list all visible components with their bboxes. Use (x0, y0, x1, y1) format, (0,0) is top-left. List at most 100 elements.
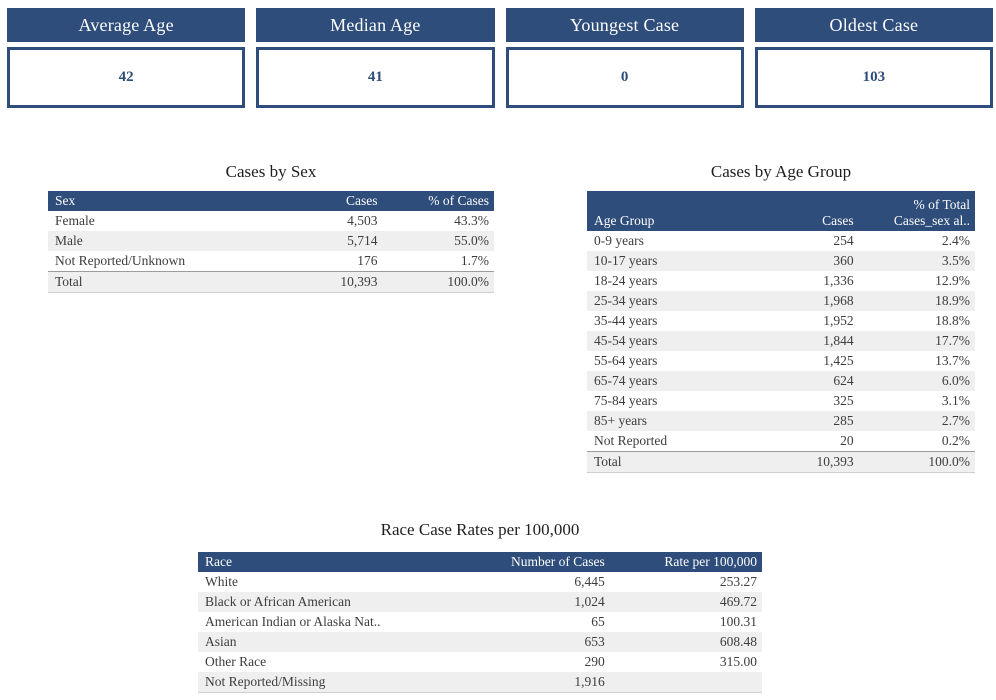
row-label[interactable]: 65-74 years (594, 373, 658, 388)
cell-value[interactable]: 608.48 (719, 634, 757, 649)
column-header: Age Group (587, 191, 774, 231)
table-row[interactable]: Not Reported/Unknown 176 1.7% (48, 251, 494, 272)
row-label[interactable]: Not Reported (594, 433, 668, 448)
cell-value[interactable]: 17.7% (935, 333, 970, 348)
cell-value[interactable]: 653 (584, 634, 605, 649)
cell-value[interactable]: 0.2% (941, 433, 970, 448)
cell-value[interactable]: 6,445 (574, 574, 605, 589)
cell-value[interactable]: 360 (833, 253, 854, 268)
table-row[interactable]: Other Race 290 315.00 (198, 652, 762, 672)
cell-value[interactable]: 254 (833, 233, 854, 248)
table-row[interactable]: Female 4,503 43.3% (48, 211, 494, 231)
column-header: Race (198, 552, 492, 572)
row-label[interactable]: 75-84 years (594, 393, 658, 408)
row-label[interactable]: 35-44 years (594, 313, 658, 328)
cell-value[interactable]: 1,336 (823, 273, 854, 288)
cell-value[interactable]: 1.7% (460, 253, 489, 268)
row-label[interactable]: Total (594, 454, 622, 469)
cell-value[interactable]: 100.31 (719, 614, 757, 629)
total-row[interactable]: Total 10,393 100.0% (587, 451, 975, 473)
cell-value[interactable]: 20 (840, 433, 854, 448)
cell-value[interactable]: 325 (833, 393, 854, 408)
table-row[interactable]: 25-34 years 1,968 18.9% (587, 291, 975, 311)
row-label[interactable]: Male (55, 233, 83, 248)
column-header: Rate per 100,000 (609, 552, 762, 572)
table-row[interactable]: 10-17 years 360 3.5% (587, 251, 975, 271)
cell-value[interactable]: 43.3% (454, 213, 489, 228)
cell-value[interactable]: 55.0% (454, 233, 489, 248)
row-label[interactable]: White (205, 574, 238, 589)
cell-value[interactable] (610, 672, 762, 693)
row-label[interactable]: 0-9 years (594, 233, 644, 248)
row-label[interactable]: Not Reported/Unknown (55, 253, 186, 268)
table-row[interactable]: White 6,445 253.27 (198, 572, 762, 592)
cell-value[interactable]: 5,714 (347, 233, 378, 248)
table-row[interactable]: 35-44 years 1,952 18.8% (587, 311, 975, 331)
cell-value[interactable]: 3.1% (941, 393, 970, 408)
table-row[interactable]: 65-74 years 624 6.0% (587, 371, 975, 391)
cell-value[interactable]: 12.9% (935, 273, 970, 288)
cell-value[interactable]: 18.8% (935, 313, 970, 328)
table-row[interactable]: Male 5,714 55.0% (48, 231, 494, 251)
cell-value[interactable]: 2.4% (941, 233, 970, 248)
cell-value[interactable]: 18.9% (935, 293, 970, 308)
race-case-rates-table: Race Number of Cases Rate per 100,000 Whit… (198, 552, 762, 693)
table-row[interactable]: American Indian or Alaska Nat.. 65 100.31 (198, 612, 762, 632)
cell-value[interactable]: 100.0% (928, 454, 970, 469)
table-row[interactable]: 55-64 years 1,425 13.7% (587, 351, 975, 371)
cell-value[interactable]: 1,024 (574, 594, 605, 609)
cell-value[interactable]: 624 (833, 373, 854, 388)
cell-value[interactable]: 290 (584, 654, 605, 669)
cell-value[interactable]: 285 (833, 413, 854, 428)
column-header: Number of Cases (491, 552, 610, 572)
row-label[interactable]: 18-24 years (594, 273, 658, 288)
table-row[interactable]: Asian 653 608.48 (198, 632, 762, 652)
cell-value[interactable]: 100.0% (447, 274, 489, 289)
row-label[interactable]: Total (55, 274, 83, 289)
kpi-card-value: 103 (754, 47, 993, 108)
cell-value[interactable]: 1,968 (823, 293, 854, 308)
row-label[interactable]: Female (55, 213, 95, 228)
cell-value[interactable]: 1,425 (823, 353, 854, 368)
cell-value[interactable]: 1,844 (823, 333, 854, 348)
cases-by-age-group-title: Cases by Age Group (710, 162, 852, 181)
cell-value[interactable]: 10,393 (340, 274, 378, 289)
cases-by-sex-title: Cases by Sex (225, 162, 317, 181)
cell-value[interactable]: 469.72 (719, 594, 757, 609)
table-row[interactable]: 18-24 years 1,336 12.9% (587, 271, 975, 291)
table-row[interactable]: 45-54 years 1,844 17.7% (587, 331, 975, 351)
row-label[interactable]: 55-64 years (594, 353, 658, 368)
table-row[interactable]: 0-9 years 254 2.4% (587, 231, 975, 251)
kpi-card-oldest-case: Oldest Case 103 (754, 8, 993, 108)
row-label[interactable]: 25-34 years (594, 293, 658, 308)
cell-value[interactable]: 176 (357, 253, 378, 268)
row-label[interactable]: Other Race (205, 654, 267, 669)
cell-value[interactable]: 10,393 (816, 454, 854, 469)
table-header-row: Race Number of Cases Rate per 100,000 (198, 552, 762, 572)
row-label[interactable]: Black or African American (205, 594, 351, 609)
cell-value[interactable]: 6.0% (941, 373, 970, 388)
table-row[interactable]: Not Reported 20 0.2% (587, 431, 975, 452)
cell-value[interactable]: 65 (591, 614, 605, 629)
cell-value[interactable]: 1,916 (574, 674, 605, 689)
cell-value[interactable]: 13.7% (935, 353, 970, 368)
table-row[interactable]: Not Reported/Missing 1,916 (198, 672, 762, 693)
cell-value[interactable]: 253.27 (719, 574, 757, 589)
race-case-rates-title: Race Case Rates per 100,000 (380, 520, 580, 539)
cell-value[interactable]: 315.00 (719, 654, 757, 669)
row-label[interactable]: 10-17 years (594, 253, 658, 268)
row-label[interactable]: 85+ years (594, 413, 647, 428)
row-label[interactable]: American Indian or Alaska Nat.. (205, 614, 381, 629)
column-header: Cases (293, 191, 383, 211)
total-row[interactable]: Total 10,393 100.0% (48, 271, 494, 293)
cell-value[interactable]: 4,503 (347, 213, 378, 228)
table-row[interactable]: 85+ years 285 2.7% (587, 411, 975, 431)
table-row[interactable]: 75-84 years 325 3.1% (587, 391, 975, 411)
table-row[interactable]: Black or African American 1,024 469.72 (198, 592, 762, 612)
cell-value[interactable]: 3.5% (941, 253, 970, 268)
row-label[interactable]: Asian (205, 634, 237, 649)
cell-value[interactable]: 1,952 (823, 313, 854, 328)
row-label[interactable]: Not Reported/Missing (205, 674, 326, 689)
row-label[interactable]: 45-54 years (594, 333, 658, 348)
cell-value[interactable]: 2.7% (941, 413, 970, 428)
